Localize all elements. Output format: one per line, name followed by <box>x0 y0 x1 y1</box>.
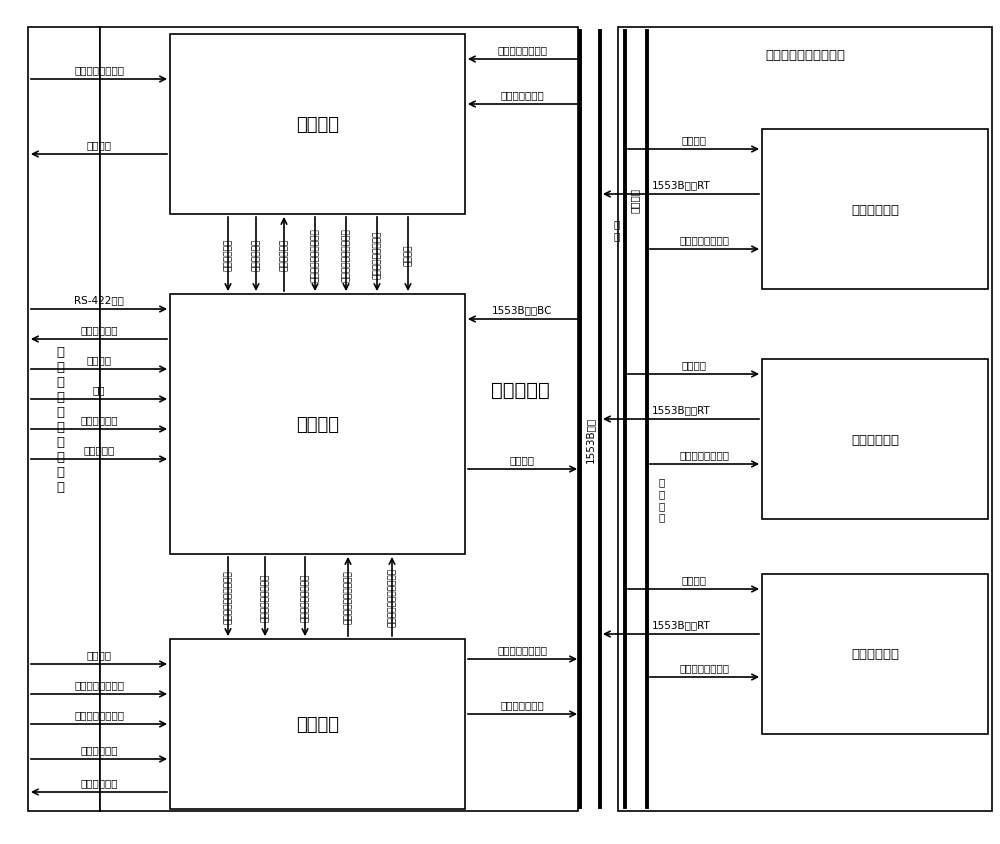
Bar <box>762 360 988 519</box>
Text: 1553B总线: 1553B总线 <box>585 416 595 463</box>
Bar <box>28 28 100 811</box>
Text: 火工品母线供电: 火工品母线供电 <box>501 699 544 709</box>
Text: 火工品母线断电控制: 火工品母线断电控制 <box>301 572 310 621</box>
Text: 复位: 复位 <box>93 385 105 394</box>
Text: 分
发: 分 发 <box>614 219 620 241</box>
Text: 目标识别组件: 目标识别组件 <box>851 203 899 216</box>
Text: 控制系统母线供电测量: 控制系统母线供电测量 <box>342 228 351 282</box>
Text: 供
电
网
络: 供 电 网 络 <box>659 477 665 522</box>
Text: 1553B总线RT: 1553B总线RT <box>652 180 710 190</box>
Text: 同步输入: 同步输入 <box>681 574 706 584</box>
Text: 地面电池激活供电: 地面电池激活供电 <box>74 65 124 75</box>
Text: 状态开关量: 状态开关量 <box>83 445 115 454</box>
Text: 控制系统母线供电: 控制系统母线供电 <box>680 450 730 459</box>
Bar <box>170 35 465 214</box>
Text: 时序输出: 时序输出 <box>87 140 112 150</box>
Text: 同步输入: 同步输入 <box>681 135 706 145</box>
Text: 控制系统母线供电: 控制系统母线供电 <box>680 663 730 672</box>
Text: 控制系统母线供电: 控制系统母线供电 <box>498 45 548 55</box>
Text: 控制系统电池供电测量: 控制系统电池供电测量 <box>344 570 353 624</box>
Text: 时序输出回采: 时序输出回采 <box>224 239 233 271</box>
Text: 飞行器上其他相关设备: 飞行器上其他相关设备 <box>765 48 845 62</box>
Text: 同步输出: 同步输出 <box>510 454 535 464</box>
Bar <box>762 130 988 289</box>
Text: RS-422通信: RS-422通信 <box>74 295 124 305</box>
Text: 火工品母线配电控制: 火工品母线配电控制 <box>261 572 270 621</box>
Text: 1553B总线RT: 1553B总线RT <box>652 404 710 414</box>
Text: 配电模块: 配电模块 <box>296 715 339 733</box>
Text: 控制系统母线供电: 控制系统母线供电 <box>498 644 548 654</box>
Text: 时序控制回采: 时序控制回采 <box>252 239 261 271</box>
Text: 二次电源: 二次电源 <box>404 244 413 265</box>
Text: 卫星导航组件: 卫星导航组件 <box>851 433 899 446</box>
Text: 转电断电指示: 转电断电指示 <box>80 777 118 787</box>
Text: 地面电池激活供电测量: 地面电池激活供电测量 <box>311 228 320 282</box>
Text: 时序模块: 时序模块 <box>296 116 339 134</box>
Bar <box>618 28 992 811</box>
Text: 地测供电: 地测供电 <box>87 649 112 659</box>
Text: 1553B总线RT: 1553B总线RT <box>652 619 710 630</box>
Text: 时序输出控制: 时序输出控制 <box>280 239 289 271</box>
Text: 火工品母线供电前端测量: 火工品母线供电前端测量 <box>388 567 396 626</box>
Bar <box>170 639 465 809</box>
Text: 转电断电控制: 转电断电控制 <box>80 744 118 754</box>
Text: 地面模拟电池供电: 地面模拟电池供电 <box>74 709 124 719</box>
Text: 控制模块: 控制模块 <box>296 415 339 434</box>
Text: 外安安控命令: 外安安控命令 <box>80 414 118 425</box>
Text: 飞控计算机: 飞控计算机 <box>491 380 549 399</box>
Text: 同步输入: 同步输入 <box>681 360 706 370</box>
Text: 陆基导航组件: 陆基导航组件 <box>851 647 899 661</box>
Text: 同步信号: 同步信号 <box>630 187 640 212</box>
Text: 控制系统母线供电: 控制系统母线供电 <box>680 235 730 245</box>
Bar <box>170 295 465 555</box>
Text: 控制系统电池供电: 控制系统电池供电 <box>74 679 124 690</box>
Text: 火工品母线供电测量: 火工品母线供电测量 <box>373 230 382 279</box>
Text: 同步输入: 同步输入 <box>87 354 112 365</box>
Text: 控制系统母线转电控制: 控制系统母线转电控制 <box>224 570 233 624</box>
Text: 1553B总线BC: 1553B总线BC <box>492 305 553 315</box>
Text: 火工品母线供电: 火工品母线供电 <box>501 90 544 100</box>
Text: 飞
行
器
上
其
他
相
关
设
备: 飞 行 器 上 其 他 相 关 设 备 <box>56 345 64 494</box>
Bar <box>100 28 578 811</box>
Bar <box>762 574 988 734</box>
Text: 总线电阻切换: 总线电阻切换 <box>80 325 118 334</box>
